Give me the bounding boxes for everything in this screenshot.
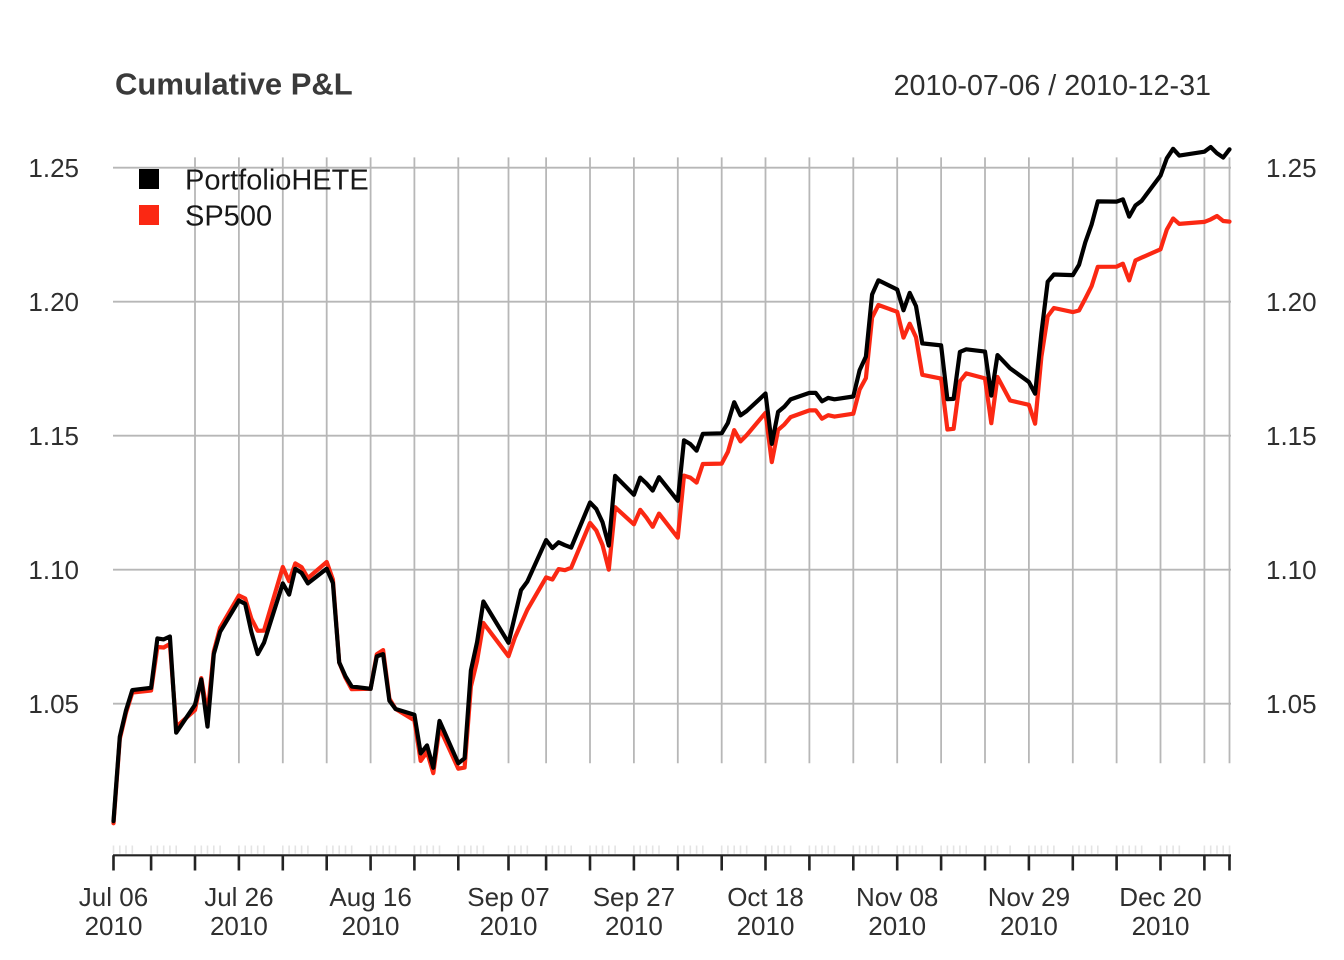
- svg-text:2010: 2010: [737, 911, 795, 941]
- svg-text:2010-07-06 / 2010-12-31: 2010-07-06 / 2010-12-31: [894, 70, 1211, 102]
- svg-text:2010: 2010: [85, 911, 143, 941]
- svg-text:Nov 08: Nov 08: [856, 882, 938, 912]
- svg-text:1.05: 1.05: [28, 689, 79, 719]
- svg-text:1.15: 1.15: [1266, 421, 1317, 451]
- svg-text:2010: 2010: [868, 911, 926, 941]
- svg-text:1.20: 1.20: [1266, 287, 1317, 317]
- svg-text:Dec 20: Dec 20: [1119, 882, 1201, 912]
- svg-text:Sep 27: Sep 27: [593, 882, 675, 912]
- svg-text:Jul 06: Jul 06: [79, 882, 148, 912]
- svg-text:Jul 26: Jul 26: [204, 882, 273, 912]
- svg-text:2010: 2010: [480, 911, 538, 941]
- svg-text:PortfolioHETE: PortfolioHETE: [185, 165, 369, 197]
- svg-text:2010: 2010: [342, 911, 400, 941]
- svg-text:Sep 07: Sep 07: [467, 882, 549, 912]
- svg-text:Nov 29: Nov 29: [988, 882, 1070, 912]
- svg-text:1.10: 1.10: [28, 555, 79, 585]
- svg-text:1.05: 1.05: [1266, 689, 1317, 719]
- svg-text:Oct 18: Oct 18: [727, 882, 804, 912]
- svg-text:1.25: 1.25: [1266, 153, 1317, 183]
- svg-text:1.20: 1.20: [28, 287, 79, 317]
- svg-text:2010: 2010: [210, 911, 268, 941]
- svg-text:Cumulative P&L: Cumulative P&L: [115, 67, 353, 102]
- svg-text:Aug 16: Aug 16: [329, 882, 411, 912]
- svg-text:1.15: 1.15: [28, 421, 79, 451]
- svg-text:2010: 2010: [1132, 911, 1190, 941]
- svg-text:2010: 2010: [1000, 911, 1058, 941]
- svg-text:1.10: 1.10: [1266, 555, 1317, 585]
- svg-text:2010: 2010: [605, 911, 663, 941]
- svg-text:1.25: 1.25: [28, 153, 79, 183]
- svg-text:SP500: SP500: [185, 201, 272, 233]
